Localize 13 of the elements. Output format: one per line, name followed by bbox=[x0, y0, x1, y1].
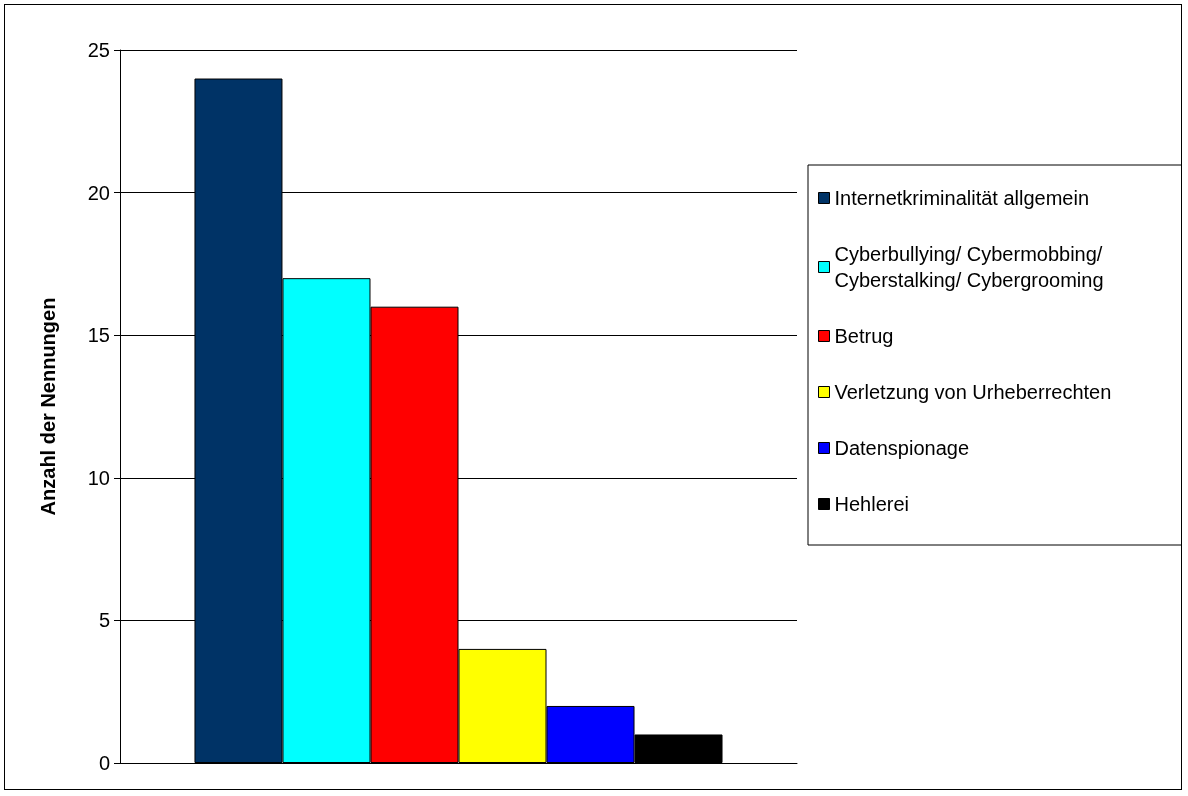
y-tick-label: 10 bbox=[87, 466, 110, 489]
legend-label: Hehlerei bbox=[834, 493, 909, 515]
legend-label: Datenspionage bbox=[834, 437, 970, 459]
y-tick-label: 0 bbox=[98, 752, 110, 774]
y-tick-label: 25 bbox=[87, 39, 110, 61]
legend-label: Verletzung von Urheberrechten bbox=[834, 381, 1112, 403]
y-axis-title: Anzahl der Nennungen bbox=[37, 297, 59, 516]
y-tick-label: 5 bbox=[98, 609, 110, 632]
legend-label: Cyberbullying/ Cybermobbing/ Cyberstalking/ Cybergrooming bbox=[834, 243, 1108, 291]
legend-label: Internetkriminalität allgemein bbox=[834, 187, 1090, 209]
y-tick-label: 20 bbox=[87, 181, 110, 204]
y-tick-label: 15 bbox=[87, 324, 110, 347]
legend-label: Betrug bbox=[834, 325, 894, 347]
